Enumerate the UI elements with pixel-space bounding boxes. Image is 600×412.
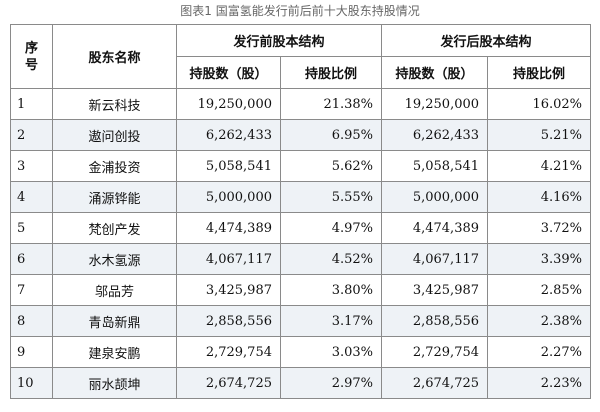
row-no: 8 [10, 305, 53, 337]
row-post-ratio: 2.38% [487, 305, 592, 337]
row-post-shares: 2,858,556 [381, 305, 489, 337]
table-row: 5 梵创产发 4,474,389 4.97% 4,474,389 3.72% [10, 212, 592, 244]
row-pre-ratio: 4.52% [279, 243, 383, 275]
row-post-ratio: 4.21% [487, 150, 592, 182]
shareholder-table: 序号 股东名称 发行前股本结构 发行后股本结构 持股数（股） 持股比例 持股数（… [10, 24, 592, 399]
row-name: 水木氢源 [52, 243, 177, 275]
row-pre-ratio: 4.97% [279, 212, 383, 244]
row-pre-shares: 4,474,389 [176, 212, 281, 244]
row-name: 青岛新鼎 [52, 305, 177, 337]
table-row: 4 涌源铧能 5,000,000 5.55% 5,000,000 4.16% [10, 181, 592, 213]
row-pre-shares: 19,250,000 [176, 88, 281, 120]
row-post-ratio: 3.72% [487, 212, 592, 244]
header-post-group: 发行后股本结构 [381, 24, 592, 57]
row-name: 邬品芳 [52, 274, 177, 306]
row-post-shares: 19,250,000 [381, 88, 489, 120]
row-pre-shares: 5,058,541 [176, 150, 281, 182]
row-pre-ratio: 21.38% [279, 88, 383, 120]
row-post-shares: 4,067,117 [381, 243, 489, 275]
row-post-shares: 5,058,541 [381, 150, 489, 182]
row-pre-shares: 4,067,117 [176, 243, 281, 275]
row-pre-shares: 2,858,556 [176, 305, 281, 337]
row-pre-shares: 5,000,000 [176, 181, 281, 213]
row-pre-ratio: 3.03% [279, 336, 383, 368]
row-post-shares: 3,425,987 [381, 274, 489, 306]
row-name: 涌源铧能 [52, 181, 177, 213]
header-seq: 序号 [10, 24, 53, 89]
table-row: 1 新云科技 19,250,000 21.38% 19,250,000 16.0… [10, 88, 592, 120]
header-name: 股东名称 [52, 24, 177, 89]
row-name: 金浦投资 [52, 150, 177, 182]
row-post-ratio: 5.21% [487, 119, 592, 151]
row-no: 1 [10, 88, 53, 120]
row-pre-ratio: 3.17% [279, 305, 383, 337]
table-caption: 图表1 国富氢能发行前后前十大股东持股情况 [180, 4, 420, 18]
row-post-shares: 2,674,725 [381, 367, 489, 399]
row-post-ratio: 2.27% [487, 336, 592, 368]
row-name: 丽水颉坤 [52, 367, 177, 399]
header-post-ratio: 持股比例 [487, 56, 592, 89]
row-name: 新云科技 [52, 88, 177, 120]
row-no: 10 [10, 367, 53, 399]
row-post-ratio: 2.85% [487, 274, 592, 306]
row-pre-ratio: 5.62% [279, 150, 383, 182]
header-pre-ratio: 持股比例 [279, 56, 383, 89]
table-row: 2 遨问创投 6,262,433 6.95% 6,262,433 5.21% [10, 119, 592, 151]
row-post-shares: 6,262,433 [381, 119, 489, 151]
row-post-shares: 4,474,389 [381, 212, 489, 244]
table-row: 7 邬品芳 3,425,987 3.80% 3,425,987 2.85% [10, 274, 592, 306]
row-post-shares: 5,000,000 [381, 181, 489, 213]
row-post-ratio: 16.02% [487, 88, 592, 120]
table-row: 3 金浦投资 5,058,541 5.62% 5,058,541 4.21% [10, 150, 592, 182]
header-seq-line1: 序 [24, 40, 38, 56]
row-no: 7 [10, 274, 53, 306]
row-pre-shares: 2,674,725 [176, 367, 281, 399]
table-row: 8 青岛新鼎 2,858,556 3.17% 2,858,556 2.38% [10, 305, 592, 337]
row-no: 4 [10, 181, 53, 213]
header-pre-group: 发行前股本结构 [175, 24, 383, 57]
row-post-shares: 2,729,754 [381, 336, 489, 368]
row-post-ratio: 3.39% [487, 243, 592, 275]
row-no: 5 [10, 212, 53, 244]
row-pre-shares: 2,729,754 [176, 336, 281, 368]
row-no: 2 [10, 119, 53, 151]
row-pre-ratio: 6.95% [279, 119, 383, 151]
row-no: 9 [10, 336, 53, 368]
header-post-shares: 持股数（股） [381, 56, 489, 89]
header-seq-line2: 号 [24, 57, 38, 73]
row-name: 梵创产发 [52, 212, 177, 244]
row-no: 6 [10, 243, 53, 275]
row-name: 遨问创投 [52, 119, 177, 151]
row-pre-shares: 6,262,433 [176, 119, 281, 151]
table-row: 10 丽水颉坤 2,674,725 2.97% 2,674,725 2.23% [10, 367, 592, 399]
row-pre-ratio: 2.97% [279, 367, 383, 399]
row-pre-shares: 3,425,987 [176, 274, 281, 306]
row-no: 3 [10, 150, 53, 182]
row-post-ratio: 2.23% [487, 367, 592, 399]
row-pre-ratio: 5.55% [279, 181, 383, 213]
table-row: 9 建泉安鹏 2,729,754 3.03% 2,729,754 2.27% [10, 336, 592, 368]
row-pre-ratio: 3.80% [279, 274, 383, 306]
table-row: 6 水木氢源 4,067,117 4.52% 4,067,117 3.39% [10, 243, 592, 275]
row-post-ratio: 4.16% [487, 181, 592, 213]
row-name: 建泉安鹏 [52, 336, 177, 368]
header-pre-shares: 持股数（股） [176, 56, 281, 89]
